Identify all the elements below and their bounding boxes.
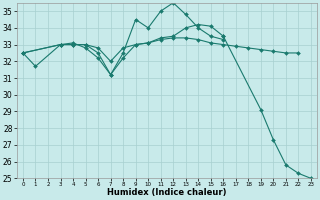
X-axis label: Humidex (Indice chaleur): Humidex (Indice chaleur) [107,188,227,197]
